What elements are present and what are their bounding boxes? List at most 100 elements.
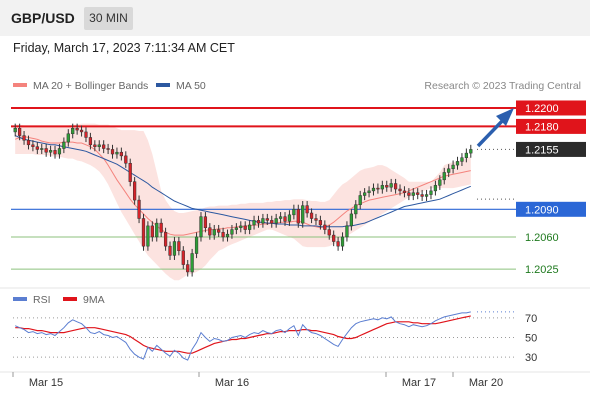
candle [115,151,119,155]
candle [296,209,300,224]
candle [150,225,154,238]
candle [385,185,389,188]
level-label-1.2090: 1.2090 [525,204,559,216]
candle [380,185,384,190]
candle [177,241,181,252]
legend-rsi-label: RSI [33,294,51,306]
rsi-tick-50: 50 [525,333,537,345]
candle [460,157,464,162]
legend-ma50-label: MA 50 [176,80,206,92]
legend-9ma: 9MA [63,294,105,306]
candle [305,205,309,214]
candle [318,220,323,226]
x-tick-label: Mar 20 [469,377,503,389]
candle [442,172,446,181]
top-bar: GBP/USD 30 MIN [0,0,590,36]
ma9-swatch [63,297,77,302]
candle [336,241,340,247]
forecast-arrow-shaft [476,115,508,148]
candle [327,229,331,236]
candle [194,236,199,254]
candle [119,151,123,157]
candle [66,133,70,143]
candle [354,204,358,215]
candle [451,164,455,170]
candle [84,131,88,138]
candle [265,218,269,221]
candle [455,161,460,166]
level-label-1.2200: 1.2200 [525,103,559,115]
level-tag-1.2090 [516,201,586,217]
ma20-swatch [13,83,27,88]
candle [57,148,62,155]
candle [438,179,442,186]
level-tag-1.2155 [516,141,586,157]
forecast-arrow-head [496,108,514,126]
candle [88,137,93,146]
candle [75,127,79,131]
candle [371,187,376,192]
candle [363,192,367,196]
candle [163,232,168,247]
candle [340,236,345,247]
candle [208,227,212,236]
bollinger-band [15,123,471,281]
candle [234,227,238,230]
candle [287,214,292,222]
rsi-tick-30: 30 [525,352,537,364]
candle [71,127,75,135]
candle [243,225,247,230]
candle [278,216,283,219]
candle [256,220,261,224]
candle [301,205,305,224]
candle [199,216,203,238]
candle [389,183,393,188]
candle [270,220,274,224]
candle [393,183,398,190]
candle [141,218,146,247]
candle [323,224,327,230]
candle [464,152,468,158]
ma50-swatch [156,83,170,88]
candle [128,162,132,182]
candle [48,150,53,153]
candle [102,144,106,149]
rsi-line [14,311,471,361]
rsi-ma9-line [15,315,471,354]
candle [137,199,141,219]
candle [358,195,362,205]
rsi-swatch [13,297,27,302]
candle [433,185,438,192]
candle [376,187,380,190]
level-label-1.2180: 1.2180 [525,121,559,133]
level-label-1.2025: 1.2025 [525,264,559,276]
level-label-1.2060: 1.2060 [525,232,559,244]
candle [230,229,234,235]
candle [159,222,163,233]
candle [168,245,172,256]
chart-datetime: Friday, March 17, 2023 7:11:34 AM CET [13,41,235,55]
rsi-tick-70: 70 [525,313,537,325]
candle [181,250,185,265]
candle [221,232,225,238]
candle [239,225,243,228]
legend-rsi: RSI [13,294,51,306]
timeframe-button[interactable]: 30 MIN [84,7,133,30]
x-tick-label: Mar 17 [402,377,436,389]
candle [155,222,159,238]
candle [172,241,177,256]
candle [190,253,194,273]
candle [367,190,371,193]
candle [97,144,101,147]
candle [349,213,353,227]
candle [309,212,314,219]
candle [35,146,39,150]
candle [225,233,230,238]
candle [402,190,407,193]
candle [217,229,221,233]
candle [345,225,349,238]
candle [44,148,48,153]
level-label-1.2155: 1.2155 [525,144,559,156]
candle [110,149,115,155]
ma20-line [15,135,471,236]
